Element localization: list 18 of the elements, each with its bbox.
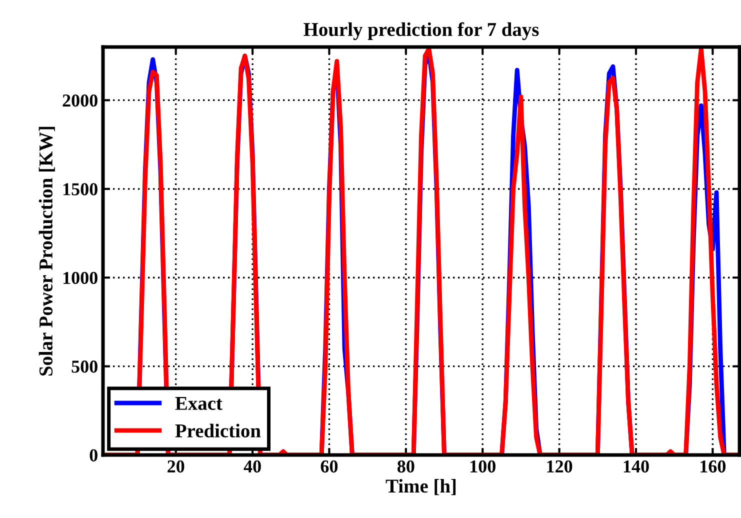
y-axis-title: Solar Power Production [KW] (38, 126, 55, 376)
legend-label: Exact (175, 397, 222, 410)
chart-title: Hourly prediction for 7 days (304, 22, 539, 40)
x-axis-title: Time [h] (386, 479, 456, 496)
x-tick-label: 140 (624, 460, 649, 473)
x-tick-label: 60 (320, 460, 338, 473)
legend-label: Prediction (175, 424, 261, 438)
x-tick-label: 80 (397, 460, 414, 473)
y-tick-label: 1500 (63, 183, 98, 196)
x-tick-label: 40 (244, 460, 261, 473)
y-tick-label: 2000 (62, 94, 98, 107)
x-tick-label: 100 (470, 460, 496, 473)
x-tick-label: 20 (168, 460, 184, 473)
y-tick-label: 0 (90, 449, 98, 462)
y-tick-label: 1000 (63, 272, 98, 284)
y-tick-label: 500 (72, 360, 98, 373)
x-tick-label: 120 (547, 460, 572, 473)
x-tick-label: 160 (700, 460, 726, 473)
